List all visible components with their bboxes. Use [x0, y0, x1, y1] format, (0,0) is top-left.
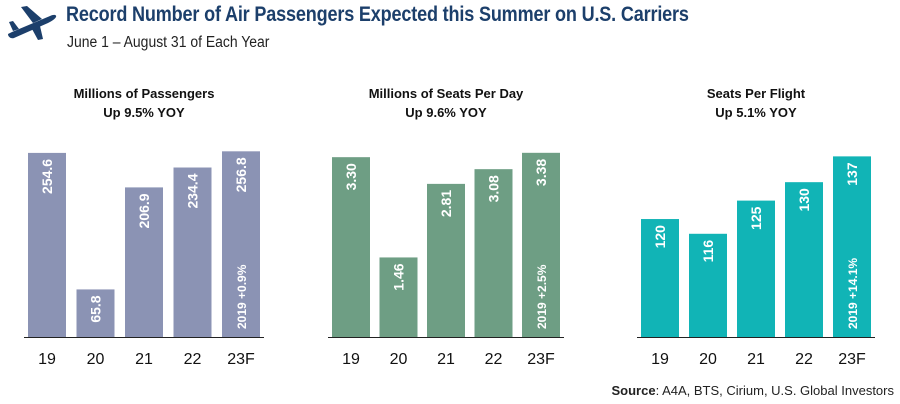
- source-note: Source: A4A, BTS, Cirium, U.S. Global In…: [612, 383, 895, 398]
- x-tick-label: 19: [651, 351, 669, 368]
- bar-value-label: 206.9: [136, 193, 152, 228]
- chart-panel-1: Millions of Passengers Up 9.5% YOY 254.6 19…: [24, 86, 264, 368]
- x-tick-label: 21: [747, 351, 765, 368]
- airplane-icon: [8, 6, 57, 40]
- bar: [641, 219, 679, 337]
- panel-subtitle: Up 5.1% YOY: [715, 105, 797, 120]
- panel-title: Seats Per Flight: [707, 86, 806, 101]
- x-tick-label: 23F: [838, 351, 866, 368]
- x-tick-label: 21: [135, 351, 153, 368]
- bar: [173, 167, 212, 337]
- panel-subtitle: Up 9.5% YOY: [103, 105, 185, 120]
- bar: [222, 151, 260, 337]
- x-tick-label: 22: [795, 351, 813, 368]
- bar-value-label: 234.4: [185, 173, 201, 208]
- bar-value-label: 116: [700, 240, 716, 263]
- panel-subtitle: Up 9.6% YOY: [405, 105, 487, 120]
- bar-value-label: 125: [748, 206, 764, 230]
- chart-header: Record Number of Air Passengers Expected…: [0, 0, 900, 60]
- bar-annotation: 2019 +0.9%: [235, 264, 249, 329]
- x-tick-label: 21: [437, 351, 455, 368]
- chart-title: Record Number of Air Passengers Expected…: [66, 3, 689, 26]
- x-tick-label: 23F: [527, 351, 555, 368]
- bar-value-label: 256.8: [233, 157, 249, 192]
- bar: [76, 289, 115, 337]
- bar: [689, 233, 727, 337]
- bar-value-label: 254.6: [39, 159, 55, 194]
- bar: [125, 187, 163, 337]
- chart-subtitle: June 1 – August 31 of Each Year: [67, 34, 270, 51]
- bar-value-label: 130: [796, 188, 812, 212]
- bar-value-label: 3.30: [343, 163, 359, 190]
- chart-panel-3: Seats Per Flight Up 5.1% YOY 120 19 116 20 125…: [637, 86, 875, 368]
- x-tick-label: 22: [184, 351, 202, 368]
- bar: [379, 257, 418, 337]
- x-tick-label: 20: [390, 351, 408, 368]
- source-label: Source: [611, 383, 656, 398]
- bar: [522, 152, 560, 337]
- bar-value-label: 2.81: [438, 190, 454, 217]
- bar-value-label: 65.8: [88, 295, 104, 322]
- x-tick-label: 20: [699, 351, 717, 368]
- x-tick-label: 20: [87, 351, 105, 368]
- x-tick-label: 19: [38, 351, 56, 368]
- bar: [833, 156, 871, 337]
- bar-annotation: 2019 +2.5%: [535, 264, 549, 329]
- bar-value-label: 1.46: [391, 263, 407, 290]
- bar: [28, 152, 66, 337]
- bar: [785, 182, 823, 337]
- bar-value-label: 120: [652, 225, 668, 249]
- bar-annotation: 2019 +14.1%: [846, 258, 860, 329]
- bar-value-label: 137: [844, 162, 860, 186]
- panel-title: Millions of Passengers: [74, 86, 215, 101]
- source-text: : A4A, BTS, Cirium, U.S. Global Investor…: [655, 383, 894, 398]
- x-tick-label: 19: [342, 351, 360, 368]
- bar: [737, 200, 775, 337]
- bar: [332, 157, 370, 337]
- panel-title: Millions of Seats Per Day: [369, 86, 524, 101]
- chart-panel-2: Millions of Seats Per Day Up 9.6% YOY 3.30…: [328, 86, 564, 368]
- x-tick-label: 22: [485, 351, 503, 368]
- bar-value-label: 3.38: [533, 159, 549, 186]
- bar: [427, 183, 465, 337]
- bar-value-label: 3.08: [486, 175, 502, 202]
- x-tick-label: 23F: [227, 351, 255, 368]
- bar: [474, 169, 513, 337]
